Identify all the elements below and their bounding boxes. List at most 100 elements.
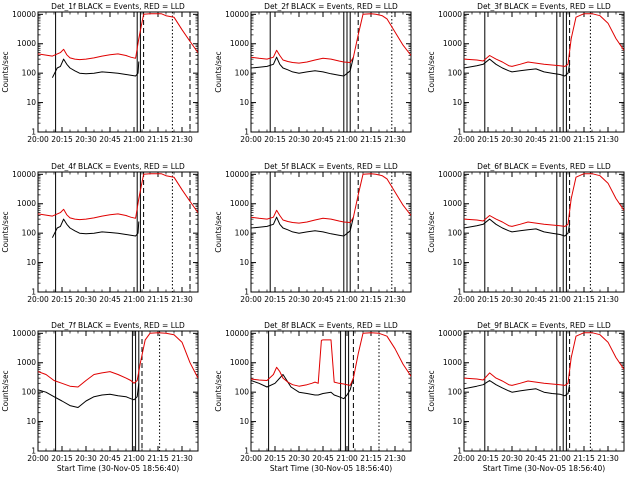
events-series-line bbox=[38, 383, 140, 408]
panel-1: Det_1f BLACK = Events, RED = LLD Counts/… bbox=[1, 2, 199, 144]
panel-2: Det_2f BLACK = Events, RED = LLD Counts/… bbox=[214, 2, 412, 144]
y-tick-label: 10000 bbox=[438, 329, 462, 338]
x-tick-label: 21:30 bbox=[384, 295, 406, 304]
x-tick-label: 21:15 bbox=[147, 454, 169, 463]
y-tick-label: 10000 bbox=[225, 170, 249, 179]
plot-frame bbox=[463, 330, 625, 452]
x-tick-label: 21:30 bbox=[171, 454, 193, 463]
x-tick-label: 20:15 bbox=[477, 135, 499, 144]
events-series-line bbox=[251, 216, 354, 237]
y-tick-label: 10 bbox=[452, 417, 462, 426]
events-series-line bbox=[464, 380, 571, 397]
lld-series-line bbox=[38, 173, 198, 221]
x-tick-label: 20:45 bbox=[312, 454, 334, 463]
y-axis-label: Counts/sec bbox=[427, 370, 436, 411]
lld-series-line bbox=[464, 13, 624, 67]
x-tick-label: 21:30 bbox=[597, 454, 619, 463]
y-axis-label: Counts/sec bbox=[427, 51, 436, 92]
x-tick-label: 21:00 bbox=[336, 295, 358, 304]
y-tick-label: 1 bbox=[244, 288, 249, 297]
y-tick-label: 1000 bbox=[230, 199, 249, 208]
x-tick-label: 20:15 bbox=[51, 135, 73, 144]
y-tick-label: 10000 bbox=[12, 329, 36, 338]
panel-9: Det_9f BLACK = Events, RED = LLD Counts/… bbox=[427, 321, 625, 473]
x-tick-label: 21:15 bbox=[573, 454, 595, 463]
y-tick-label: 1000 bbox=[17, 358, 36, 367]
plot-frame bbox=[37, 330, 199, 452]
x-tick-label: 20:30 bbox=[75, 454, 97, 463]
y-tick-label: 100 bbox=[22, 388, 37, 397]
panel-title: Det_9f BLACK = Events, RED = LLD bbox=[477, 321, 611, 330]
y-tick-label: 10 bbox=[452, 98, 462, 107]
x-tick-label: 20:45 bbox=[312, 135, 334, 144]
events-series-line bbox=[51, 58, 140, 78]
y-tick-label: 10 bbox=[26, 258, 36, 267]
x-tick-label: 21:30 bbox=[384, 454, 406, 463]
plot-frame bbox=[37, 171, 199, 293]
y-tick-label: 10 bbox=[239, 258, 249, 267]
x-tick-label: 21:00 bbox=[549, 135, 571, 144]
y-tick-label: 1 bbox=[244, 128, 249, 137]
y-tick-label: 100 bbox=[448, 388, 463, 397]
x-tick-label: 20:45 bbox=[99, 135, 121, 144]
x-tick-label: 21:30 bbox=[384, 135, 406, 144]
y-tick-label: 10000 bbox=[438, 170, 462, 179]
x-tick-label: 20:30 bbox=[501, 454, 523, 463]
x-tick-label: 21:15 bbox=[573, 295, 595, 304]
x-tick-label: 20:30 bbox=[75, 295, 97, 304]
y-tick-label: 1 bbox=[457, 288, 462, 297]
y-tick-label: 10 bbox=[452, 258, 462, 267]
x-tick-label: 20:30 bbox=[288, 295, 310, 304]
x-tick-label: 20:00 bbox=[27, 135, 49, 144]
x-tick-label: 20:15 bbox=[477, 295, 499, 304]
y-tick-label: 1000 bbox=[230, 358, 249, 367]
x-tick-label: 20:30 bbox=[288, 454, 310, 463]
x-tick-label: 20:00 bbox=[27, 454, 49, 463]
lld-series-line bbox=[251, 173, 411, 224]
y-axis-label: Counts/sec bbox=[214, 51, 223, 92]
y-tick-label: 10 bbox=[26, 98, 36, 107]
x-tick-label: 21:00 bbox=[336, 135, 358, 144]
y-tick-label: 10 bbox=[239, 98, 249, 107]
x-tick-label: 21:15 bbox=[147, 295, 169, 304]
y-tick-label: 1000 bbox=[443, 39, 462, 48]
y-tick-label: 10000 bbox=[12, 10, 36, 19]
x-axis-label: Start Time (30-Nov-05 18:56:40) bbox=[483, 464, 605, 473]
y-tick-label: 10000 bbox=[12, 170, 36, 179]
x-tick-label: 20:30 bbox=[501, 295, 523, 304]
panel-title: Det_6f BLACK = Events, RED = LLD bbox=[477, 162, 611, 171]
panel-3: Det_3f BLACK = Events, RED = LLD Counts/… bbox=[427, 2, 625, 144]
y-tick-label: 100 bbox=[235, 388, 250, 397]
y-axis-label: Counts/sec bbox=[214, 370, 223, 411]
panel-title: Det_8f BLACK = Events, RED = LLD bbox=[264, 321, 398, 330]
x-tick-label: 21:00 bbox=[336, 454, 358, 463]
y-tick-label: 1000 bbox=[443, 358, 462, 367]
x-tick-label: 21:30 bbox=[597, 135, 619, 144]
plot-frame bbox=[37, 11, 199, 133]
x-tick-label: 20:30 bbox=[75, 135, 97, 144]
panel-6: Det_6f BLACK = Events, RED = LLD Counts/… bbox=[427, 162, 625, 304]
x-tick-label: 20:15 bbox=[264, 135, 286, 144]
x-tick-label: 21:15 bbox=[360, 454, 382, 463]
panel-title: Det_2f BLACK = Events, RED = LLD bbox=[264, 2, 398, 11]
x-tick-label: 20:00 bbox=[240, 295, 262, 304]
panel-4: Det_4f BLACK = Events, RED = LLD Counts/… bbox=[1, 162, 199, 304]
panel-title: Det_7f BLACK = Events, RED = LLD bbox=[51, 321, 185, 330]
panel-title: Det_4f BLACK = Events, RED = LLD bbox=[51, 162, 185, 171]
y-tick-label: 1 bbox=[244, 447, 249, 456]
y-tick-label: 1 bbox=[31, 288, 36, 297]
lld-series-line bbox=[464, 173, 624, 227]
y-tick-label: 10000 bbox=[438, 10, 462, 19]
x-tick-label: 21:00 bbox=[549, 295, 571, 304]
panel-5: Det_5f BLACK = Events, RED = LLD Counts/… bbox=[214, 162, 412, 304]
y-tick-label: 10 bbox=[26, 417, 36, 426]
plot-frame bbox=[250, 171, 412, 293]
x-tick-label: 21:00 bbox=[123, 295, 145, 304]
x-tick-label: 21:30 bbox=[171, 295, 193, 304]
panel-title: Det_5f BLACK = Events, RED = LLD bbox=[264, 162, 398, 171]
x-tick-label: 21:15 bbox=[360, 295, 382, 304]
x-tick-label: 20:00 bbox=[27, 295, 49, 304]
x-tick-label: 20:45 bbox=[525, 295, 547, 304]
x-tick-label: 20:45 bbox=[99, 454, 121, 463]
